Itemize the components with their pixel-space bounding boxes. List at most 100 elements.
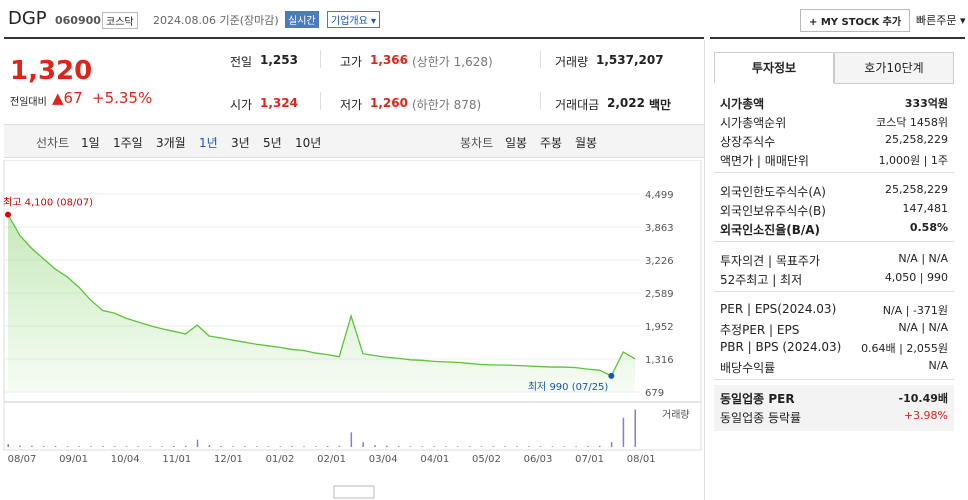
period-tab[interactable]: 1년 bbox=[199, 136, 218, 150]
y-tick-label: 3,863 bbox=[645, 223, 674, 234]
period-tab[interactable]: 10년 bbox=[295, 136, 322, 150]
divider bbox=[710, 37, 965, 39]
info-value: 1,000원 | 1주 bbox=[878, 154, 948, 167]
volume-bar bbox=[137, 446, 140, 447]
section-divider bbox=[714, 172, 954, 173]
overview-button[interactable]: 기업개요 ▾ bbox=[327, 11, 380, 28]
period-tab[interactable]: 3년 bbox=[231, 136, 250, 150]
volume-bar bbox=[599, 445, 601, 447]
info-value: N/A | -371원 bbox=[882, 304, 948, 317]
quick-order[interactable]: 빠른주문 ▾ bbox=[916, 14, 966, 27]
volume-bar bbox=[468, 446, 471, 447]
info-label: 52주최고 | 최저 bbox=[720, 273, 803, 287]
info-label: 외국인소진율(B/A) bbox=[720, 223, 821, 237]
volume-label: 거래량 bbox=[662, 409, 690, 421]
volume-bar bbox=[433, 446, 435, 447]
candle-tab[interactable]: 일봉 bbox=[505, 136, 528, 150]
info-value: -10.49배 bbox=[898, 392, 948, 405]
x-tick-label: 12/01 bbox=[214, 454, 243, 465]
price-line bbox=[7, 214, 636, 377]
volume-bar bbox=[492, 446, 495, 447]
info-value: 코스닥 1458위 bbox=[876, 116, 948, 129]
volume-bar bbox=[279, 446, 282, 447]
info-value: +3.98% bbox=[903, 409, 948, 422]
rate: +5.35% bbox=[92, 89, 153, 107]
candle-tab[interactable]: 주봉 bbox=[540, 136, 563, 150]
info-label: 동일업종 PER bbox=[720, 392, 795, 406]
info-value: 25,258,229 bbox=[885, 133, 948, 146]
period-tab[interactable]: 1일 bbox=[81, 136, 100, 150]
volume-bar bbox=[397, 446, 400, 447]
volume-bar bbox=[102, 446, 104, 447]
volume-bar bbox=[386, 445, 388, 447]
x-tick-label: 10/04 bbox=[111, 454, 140, 465]
divider bbox=[4, 37, 704, 39]
volume-bar bbox=[31, 445, 33, 447]
section-divider bbox=[714, 291, 954, 292]
realtime-button[interactable]: 실시간 bbox=[285, 11, 319, 28]
divider bbox=[704, 40, 705, 500]
volume-bar bbox=[232, 446, 234, 447]
x-tick-label: 08/07 bbox=[8, 454, 37, 465]
low-label: 최저 990 (07/25) bbox=[528, 381, 609, 393]
tab-bar bbox=[4, 124, 704, 158]
date: 2024.08.06 기준(장마감) bbox=[153, 14, 279, 27]
volume-bar bbox=[208, 445, 211, 447]
cell-value: 2,022 bbox=[607, 96, 645, 110]
volume-bar bbox=[374, 445, 376, 447]
x-tick-label: 09/01 bbox=[59, 454, 88, 465]
x-tick-label: 11/01 bbox=[162, 454, 191, 465]
x-tick-label: 04/01 bbox=[420, 454, 449, 465]
info-label: 투자의견 | 목표주가 bbox=[720, 254, 820, 268]
collapse-button[interactable] bbox=[333, 485, 375, 499]
separator bbox=[320, 92, 321, 110]
cell-label: 고가 bbox=[340, 55, 363, 69]
price-area bbox=[8, 214, 635, 392]
volume-bar bbox=[622, 417, 625, 447]
volume-bar bbox=[634, 409, 636, 447]
y-tick-label: 3,226 bbox=[645, 256, 674, 267]
plot-frame bbox=[3, 160, 702, 451]
x-tick-label: 06/03 bbox=[524, 454, 553, 465]
volume-bar bbox=[19, 445, 21, 447]
volume-bar bbox=[551, 446, 554, 447]
section-bg bbox=[714, 385, 954, 431]
volume-bar bbox=[480, 446, 483, 447]
info-value: 4,050 | 990 bbox=[884, 271, 948, 284]
volume-bar bbox=[78, 446, 80, 447]
volume-bar bbox=[113, 446, 116, 447]
mystock-button[interactable]: + MY STOCK 추가 bbox=[800, 9, 911, 32]
cell-label: 저가 bbox=[340, 98, 363, 112]
info-value: N/A bbox=[928, 359, 948, 372]
volume-bar bbox=[528, 446, 530, 447]
cell-label: 거래대금 bbox=[555, 98, 600, 112]
cell-value: 1,366 bbox=[370, 53, 408, 67]
cell-label: 전일 bbox=[230, 55, 253, 69]
volume-bar bbox=[575, 446, 577, 447]
panel-tab[interactable]: 투자정보 bbox=[714, 52, 834, 83]
x-tick-label: 08/01 bbox=[627, 454, 656, 465]
period-tab[interactable]: 5년 bbox=[263, 136, 282, 150]
separator bbox=[320, 50, 321, 68]
section-divider bbox=[714, 379, 954, 380]
volume-bar bbox=[90, 446, 92, 447]
x-tick-label: 02/01 bbox=[317, 454, 346, 465]
period-tab[interactable]: 3개월 bbox=[156, 136, 186, 150]
cell-note: (하한가 878) bbox=[412, 98, 482, 112]
info-label: 추정PER | EPS bbox=[720, 323, 800, 337]
info-label: 동일업종 등락률 bbox=[720, 411, 802, 425]
volume-bar bbox=[516, 446, 518, 447]
candle-tab[interactable]: 월봉 bbox=[575, 136, 598, 150]
info-value: N/A | N/A bbox=[898, 252, 948, 265]
volume-bar bbox=[161, 446, 163, 447]
panel-tab[interactable]: 호가10단계 bbox=[834, 52, 954, 84]
low-point bbox=[608, 372, 615, 379]
period-tab[interactable]: 1주일 bbox=[113, 136, 143, 150]
info-label: 시가총액 bbox=[720, 97, 765, 111]
volume-bar bbox=[587, 446, 589, 447]
cell-value: 1,260 bbox=[370, 96, 408, 110]
volume-bar bbox=[350, 432, 353, 447]
volume-bar bbox=[184, 445, 187, 447]
info-label: 배당수익률 bbox=[720, 361, 776, 375]
